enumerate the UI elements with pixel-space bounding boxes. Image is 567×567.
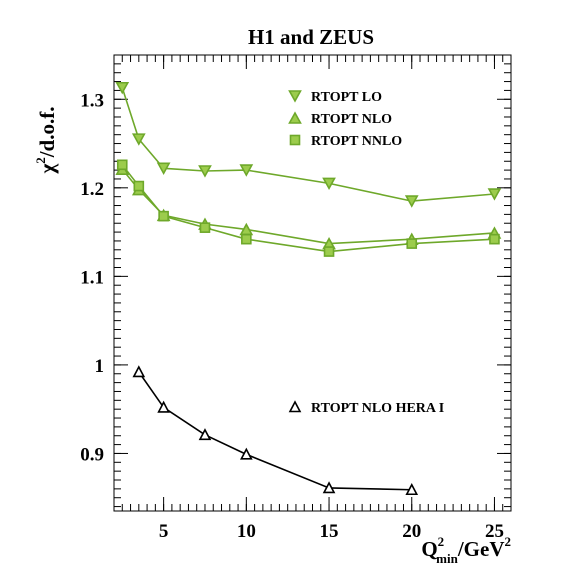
x-label-unit: /GeV — [457, 537, 505, 561]
x-axis-label: Q2 min/GeV2 — [421, 534, 511, 566]
legend-label: RTOPT LO — [311, 90, 382, 105]
x-tick-label: 15 — [320, 521, 339, 542]
y-tick-label: 1.2 — [80, 179, 104, 200]
series — [115, 81, 502, 208]
square-marker — [116, 159, 128, 171]
legend-entry: RTOPT NNLO — [289, 134, 402, 149]
y-tick-label: 0.9 — [80, 444, 104, 465]
legend-label: RTOPT NNLO — [311, 134, 402, 149]
x-label-sub: min — [436, 551, 458, 566]
y-axis-label: χ2/d.o.f. — [33, 107, 59, 175]
square-marker — [133, 180, 145, 192]
y-axis-ticks: 0.9 1 1.1 1.2 1.3 — [80, 90, 511, 465]
y-tick-label: 1.1 — [80, 267, 104, 288]
x-minor-ticks — [121, 55, 512, 511]
legend-label: RTOPT NLO HERA I — [311, 401, 444, 416]
y-label-rest: /d.o.f. — [35, 107, 59, 159]
square-marker — [241, 233, 252, 245]
open-triangle-marker — [240, 447, 253, 460]
square-marker — [289, 134, 301, 146]
triangle-up-marker — [288, 111, 302, 124]
legend: RTOPT LO RTOPT NLO RTOPT NNLO RTOPT NLO HER… — [288, 90, 444, 416]
x-tick-label: 10 — [237, 521, 256, 542]
square-marker — [158, 210, 169, 222]
series-line — [121, 164, 495, 253]
chart-title: H1 and ZEUS — [248, 25, 374, 49]
open-triangle-marker — [132, 365, 146, 378]
triangle-down-marker — [404, 195, 419, 208]
square-marker — [406, 238, 418, 249]
y-tick-label: 1.3 — [80, 90, 104, 111]
series — [132, 365, 419, 496]
square-marker — [323, 246, 335, 257]
triangle-down-marker — [198, 165, 212, 178]
square-marker — [489, 233, 500, 245]
triangle-down-marker — [322, 177, 336, 191]
legend-label: RTOPT NLO — [311, 112, 392, 127]
triangle-down-marker — [115, 81, 130, 95]
triangle-down-marker — [156, 162, 171, 175]
open-triangle-marker — [157, 400, 170, 413]
series-layer — [115, 81, 502, 496]
y-label-chi: χ — [35, 163, 59, 174]
open-triangle-marker — [198, 428, 212, 441]
series-line — [138, 371, 412, 491]
x-tick-label: 20 — [402, 521, 421, 542]
y-tick-label: 1 — [95, 356, 105, 377]
series-line — [121, 87, 495, 202]
triangle-down-marker — [239, 164, 254, 177]
x-tick-label: 25 — [485, 521, 504, 542]
x-label-unit-sup: 2 — [505, 534, 512, 549]
square-marker — [199, 222, 211, 233]
legend-entry: RTOPT NLO — [288, 111, 392, 127]
triangle-down-marker — [131, 133, 146, 146]
legend-entry: RTOPT NLO HERA I — [288, 400, 444, 416]
open-triangle-marker — [322, 481, 336, 494]
x-label-sup: 2 — [438, 534, 445, 549]
x-axis-ticks: 5 10 15 20 25 — [159, 55, 504, 542]
triangle-down-marker — [487, 188, 502, 201]
open-triangle-marker — [288, 400, 302, 413]
triangle-down-marker — [288, 90, 302, 103]
x-label-main: Q — [421, 537, 437, 561]
series — [115, 162, 502, 250]
series — [116, 159, 500, 257]
y-label-sup: 2 — [33, 157, 48, 164]
x-tick-label: 5 — [159, 521, 169, 542]
open-triangle-marker — [405, 483, 419, 496]
legend-entry: RTOPT LO — [288, 90, 382, 105]
